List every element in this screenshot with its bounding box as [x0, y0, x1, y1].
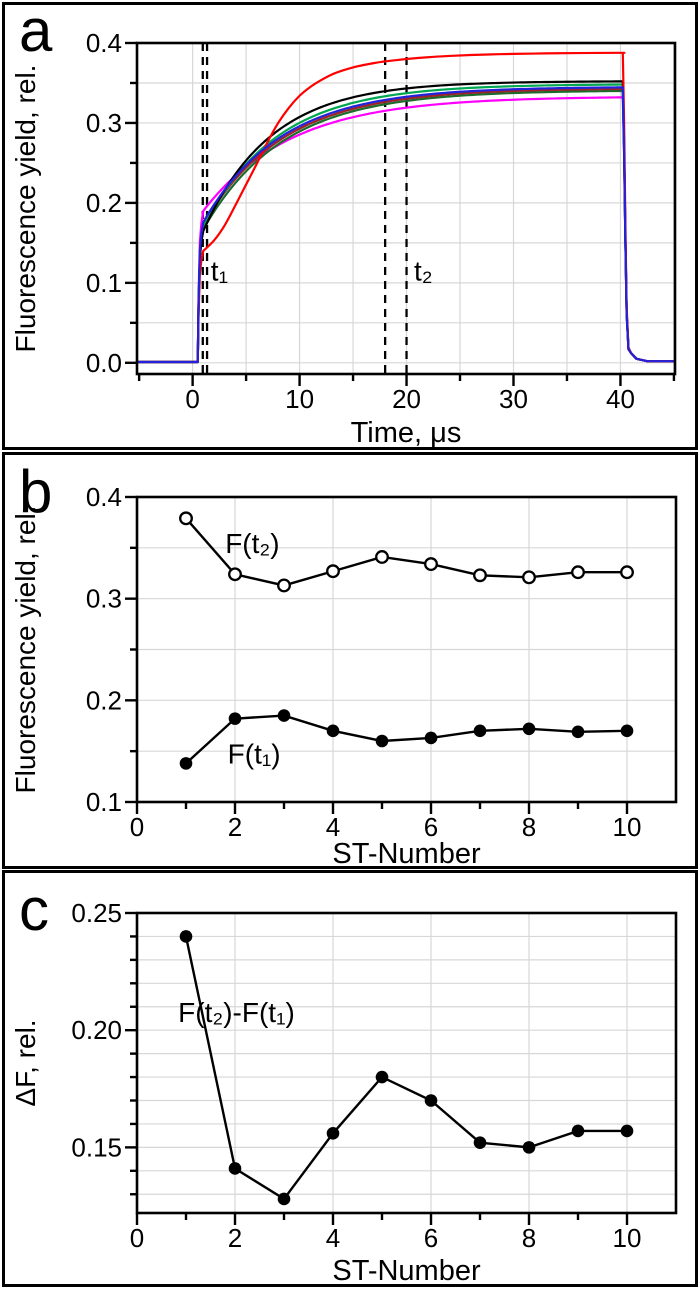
x-tick-label: 10: [285, 384, 314, 414]
y-tick-label: 0.3: [86, 108, 122, 138]
trace-3-00a651: [137, 83, 675, 364]
y-tick-label: 0.2: [86, 685, 122, 715]
x-tick-label: 4: [326, 1223, 340, 1253]
ticks: [125, 911, 629, 1225]
panel-c-chart: 0 2 4 6 8 10 0.15 0.20 0.25 ST-Number ΔF, rel. F(t₂…: [10, 876, 678, 1284]
series-0: [179, 930, 634, 1206]
data-point-filled: [424, 731, 438, 745]
panel-a: 0 10 20 30 40 0.0 0.1 0.2 0.3 0.4 Time, μs Fluoresc…: [2, 2, 698, 450]
x-tick-label: 8: [522, 1223, 536, 1253]
x-tick-label: 6: [424, 812, 438, 842]
panel-b: 0 2 4 6 8 10 0.1 0.2 0.3 0.4 ST-Number Fluorescence…: [2, 452, 698, 869]
y-axis-title: Fluorescence yield, rel.: [10, 65, 41, 353]
panel-letter: c: [19, 876, 49, 943]
data-point-filled: [179, 930, 193, 943]
data-point-filled: [179, 757, 193, 770]
x-tick-label: 0: [130, 1223, 144, 1253]
data-point-filled: [522, 1141, 536, 1154]
y-tick-label: 0.1: [86, 787, 122, 817]
data-point-open: [424, 557, 438, 572]
trace-1-1b6b2d: [137, 89, 675, 364]
panel-b-chart: 0 2 4 6 8 10 0.1 0.2 0.3 0.4 ST-Number Fluorescence…: [10, 458, 678, 866]
annotation-label: t₁: [211, 255, 228, 286]
y-tick-label: 0.2: [86, 188, 122, 218]
data-point-filled: [228, 712, 242, 725]
data-point-filled: [326, 724, 340, 738]
x-tick-label: 2: [228, 1223, 242, 1253]
data-point-open: [620, 565, 634, 580]
series-line: [185, 714, 628, 765]
data-point-filled: [375, 1070, 389, 1084]
x-tick-label: 4: [326, 812, 340, 842]
x-tick-label: 20: [392, 384, 421, 414]
data-point-open: [228, 567, 242, 582]
data-point-open: [277, 578, 291, 593]
data-point-filled: [571, 1124, 585, 1138]
y-tick-label: 0.3: [86, 584, 122, 614]
trace-6-2222dd: [137, 86, 675, 364]
x-tick-label: 10: [613, 812, 642, 842]
annotation-label: t₂: [414, 255, 433, 286]
data-point-filled: [424, 1094, 438, 1107]
data-point-filled: [571, 725, 585, 739]
panel-letter: a: [19, 5, 53, 64]
x-tick-label: 10: [613, 1223, 642, 1253]
annotation-label: F(t₂): [225, 528, 279, 559]
ticks: [125, 41, 676, 386]
y-axis-title: Fluorescence yield, rel.: [10, 506, 41, 794]
data-point-open: [571, 565, 585, 580]
data-point-filled: [277, 1192, 291, 1206]
data-point-filled: [375, 734, 389, 748]
data-point-open: [375, 550, 389, 564]
x-tick-label: 6: [424, 1223, 438, 1253]
x-axis-title: ST-Number: [332, 838, 481, 866]
data-point-filled: [228, 1162, 242, 1175]
data-point-filled: [473, 724, 487, 738]
data-point-filled: [326, 1127, 340, 1140]
panel-letter: b: [19, 458, 52, 525]
series-line: [184, 936, 627, 1201]
y-tick-label: 0.4: [86, 28, 122, 58]
x-tick-label: 0: [185, 384, 199, 414]
series-line: [185, 517, 627, 587]
panel-c: 0 2 4 6 8 10 0.15 0.20 0.25 ST-Number ΔF, rel. F(t₂…: [2, 870, 698, 1287]
x-tick-label: 8: [522, 812, 536, 842]
y-tick-label: 0.25: [71, 898, 122, 928]
trace-5-ff0000: [137, 51, 675, 364]
data-point-filled: [620, 1124, 634, 1138]
data-point-filled: [277, 709, 291, 722]
y-tick-label: 0.15: [71, 1132, 122, 1162]
data-point-open: [522, 570, 536, 585]
x-tick-label: 40: [606, 384, 635, 414]
x-tick-label: 2: [228, 812, 242, 842]
y-tick-label: 0.20: [71, 1015, 122, 1045]
trace-2-9b2226: [137, 87, 675, 364]
y-tick-label: 0.0: [86, 348, 122, 378]
data-point-filled: [620, 724, 634, 738]
panel-a-chart: 0 10 20 30 40 0.0 0.1 0.2 0.3 0.4 Time, μs Fluoresc…: [10, 5, 677, 447]
data-point-filled: [473, 1136, 487, 1149]
annotation-label: F(t₁): [228, 738, 281, 769]
data-point-filled: [522, 722, 536, 736]
y-axis-title: ΔF, rel.: [10, 1019, 41, 1106]
y-tick-label: 0.4: [86, 482, 122, 512]
x-tick-label: 0: [130, 812, 144, 842]
x-tick-label: 30: [499, 384, 528, 414]
fluorescence-traces: [137, 51, 675, 364]
x-axis-title: Time, μs: [351, 417, 462, 447]
y-tick-label: 0.1: [86, 268, 122, 298]
series-0: [179, 511, 634, 593]
gridlines: [137, 913, 676, 1213]
x-axis-title: ST-Number: [332, 1255, 481, 1284]
data-point-open: [326, 564, 340, 579]
data-point-open: [473, 568, 487, 583]
data-point-open: [179, 511, 193, 526]
series-1: [179, 709, 634, 770]
ticks: [125, 495, 629, 814]
plot-frame: [135, 911, 678, 1215]
gridlines: [137, 497, 676, 802]
annotation-label: F(t₂)-F(t₁): [178, 997, 295, 1028]
